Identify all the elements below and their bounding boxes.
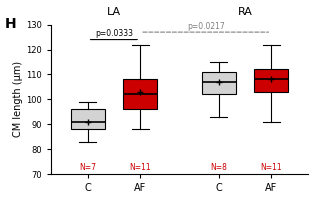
PathPatch shape (202, 72, 236, 94)
Text: N=11: N=11 (129, 163, 151, 172)
Text: H: H (5, 17, 16, 31)
Text: p=0.0217: p=0.0217 (187, 22, 225, 31)
Text: N=7: N=7 (79, 163, 96, 172)
Y-axis label: CM length (μm): CM length (μm) (13, 61, 23, 137)
PathPatch shape (123, 79, 157, 109)
Text: RA: RA (238, 7, 253, 17)
Text: LA: LA (107, 7, 121, 17)
Text: N=11: N=11 (261, 163, 282, 172)
PathPatch shape (71, 109, 105, 129)
Text: p=0.0333: p=0.0333 (95, 29, 133, 38)
PathPatch shape (254, 69, 288, 92)
Text: N=8: N=8 (210, 163, 227, 172)
